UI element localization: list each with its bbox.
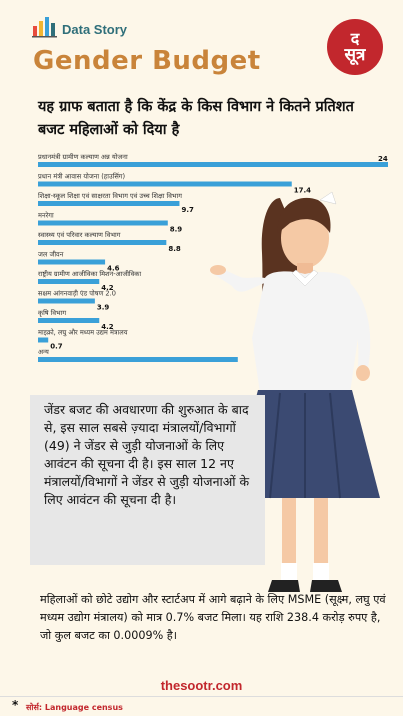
- bar-value-label: 17.4: [294, 187, 311, 195]
- bar-category-label: शिक्षा-स्कूल शिक्षा एवं साक्षरता विभाग ए…: [38, 192, 182, 200]
- bar: [38, 298, 95, 304]
- page-title: Gender Budget: [33, 46, 261, 76]
- footer-divider: [0, 696, 403, 697]
- bar-value-label: 13.7: [240, 362, 257, 363]
- bar: [38, 240, 167, 245]
- bar-value-label: 8.8: [168, 245, 181, 253]
- bar-category-label: सक्षम आंगनवाड़ी एंड पोषण 2.0: [38, 290, 116, 298]
- bar-category-label: अन्य: [38, 348, 49, 356]
- bar-category-label: राष्ट्रीय ग्रामीण आजीविका मिशन-आजीविका: [38, 270, 141, 278]
- info-box: [30, 395, 265, 565]
- bar: [38, 201, 180, 206]
- bar-value-label: 4.6: [107, 265, 120, 273]
- bar: [38, 337, 49, 343]
- presenter-illustration: [210, 191, 380, 592]
- bar-value-label: 24: [378, 155, 388, 163]
- bar: [38, 220, 168, 226]
- bar-value-label: 3.9: [97, 304, 110, 312]
- bar-value-label: 4.2: [101, 284, 114, 292]
- bar: [38, 318, 100, 323]
- bar-category-label: प्रधान मंत्री आवास योजना (हाउसिंग): [38, 173, 125, 181]
- bar-value-label: 0.7: [50, 343, 63, 351]
- source-asterisk: *: [12, 698, 19, 712]
- logo-text-top: द: [350, 28, 360, 48]
- logo: [327, 19, 383, 75]
- source-label: सोर्स: Language census: [26, 703, 123, 712]
- bar-category-label: माइक्रो, लघु और मध्यम उद्यम मंत्रालय: [38, 329, 128, 337]
- bar-category-label: प्रधानमंत्री ग्रामीण कल्याण अन्न योजना: [38, 153, 128, 161]
- msme-note: महिलाओं को छोटे उद्योग और स्टार्टअप में …: [40, 593, 386, 642]
- bar-category-label: स्वास्थ्य एवं परिवार कल्याण विभाग: [38, 231, 121, 239]
- bar-value-label: 9.7: [181, 206, 194, 214]
- bar-value-label: 4.2: [101, 323, 114, 331]
- bar: [38, 162, 388, 167]
- brand-label: Data Story: [62, 22, 128, 37]
- bar-chart: प्रधानमंत्री ग्रामीण कल्याण अन्न योजना 24…: [38, 153, 388, 363]
- bar-category-label: जल जीवन: [38, 251, 64, 259]
- bar-category-label: कृषि विभाग: [38, 309, 66, 317]
- bar-value-label: 8.9: [170, 226, 183, 234]
- bar: [38, 181, 292, 187]
- bar: [38, 259, 106, 265]
- logo-text-bottom: सूत्र: [344, 44, 366, 65]
- bar-category-label: मनरेगा: [38, 212, 54, 220]
- bar: [38, 357, 238, 362]
- logo-text: द सूत्र: [326, 18, 384, 76]
- website-link[interactable]: thesootr.com: [160, 678, 243, 693]
- info-box-text: जेंडर बजट की अवधारणा की शुरुआत के बाद से…: [44, 402, 250, 507]
- bar: [38, 279, 100, 284]
- chart-subtitle: यह ग्राफ बताता है कि केंद्र के किस विभाग…: [38, 99, 354, 138]
- bar-chart-icon: [32, 17, 57, 38]
